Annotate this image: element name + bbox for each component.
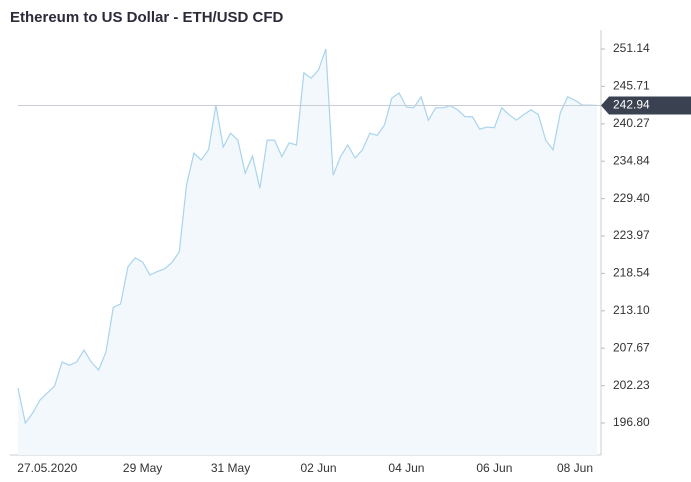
x-tick-label: 29 May — [123, 461, 162, 475]
y-tick-label: 251.14 — [613, 41, 650, 55]
x-tick-label: 04 Jun — [388, 461, 424, 475]
y-tick-label: 240.27 — [613, 116, 650, 130]
y-tick-label: 245.71 — [613, 79, 650, 93]
y-tick-label: 229.40 — [613, 191, 650, 205]
x-tick-label: 31 May — [211, 461, 250, 475]
chart-title: Ethereum to US Dollar - ETH/USD CFD — [10, 9, 284, 26]
x-tick-label: 06 Jun — [476, 461, 512, 475]
y-tick-label: 218.54 — [613, 266, 650, 280]
y-tick-label: 207.67 — [613, 340, 650, 354]
line — [17, 48, 598, 425]
y-tick-label: 202.23 — [613, 378, 650, 392]
y-tick-label: 196.80 — [613, 415, 650, 429]
y-tick-label: 223.97 — [613, 228, 650, 242]
x-tick-label: 08 Jun — [557, 461, 593, 475]
x-tick-label: 27.05.2020 — [17, 461, 77, 475]
current-value-label: 242.94 — [613, 98, 650, 112]
y-tick-label: 213.10 — [613, 303, 650, 317]
x-tick-label: 02 Jun — [300, 461, 336, 475]
area — [18, 49, 597, 456]
current-value-tag — [601, 96, 691, 115]
y-tick-label: 234.84 — [613, 153, 650, 167]
